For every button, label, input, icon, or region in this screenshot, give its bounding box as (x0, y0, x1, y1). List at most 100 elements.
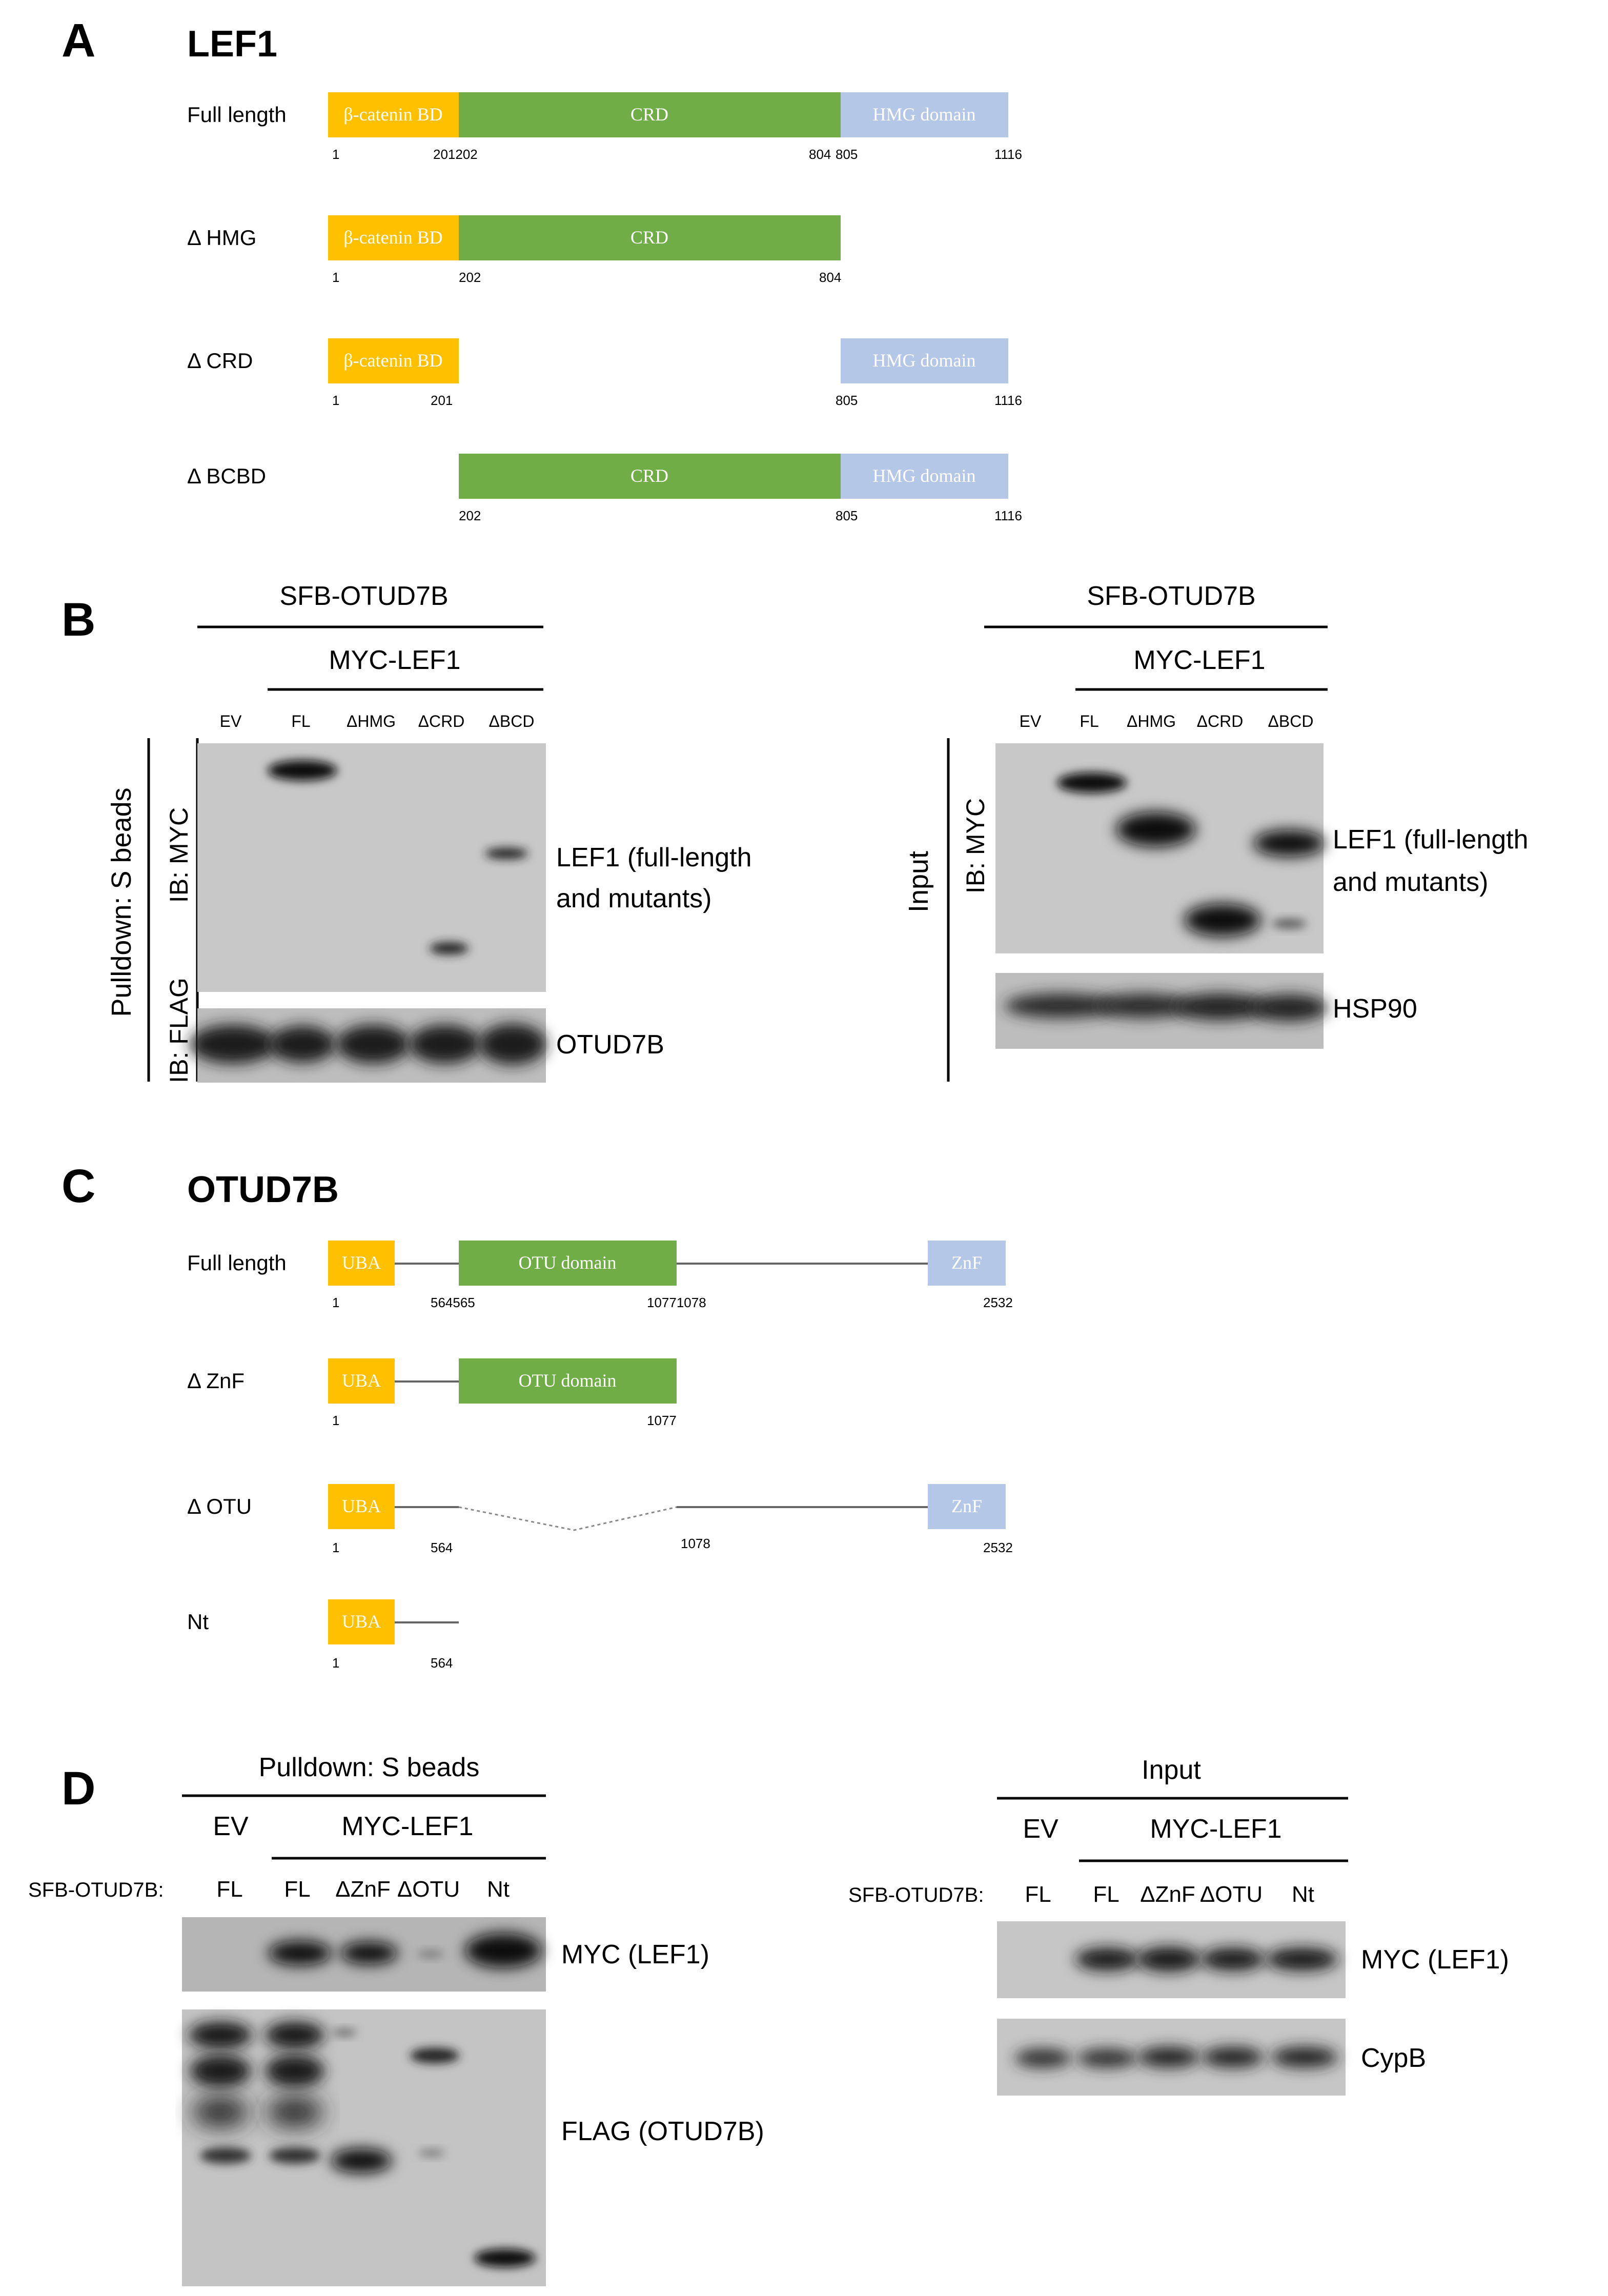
bcbd-domain (328, 338, 459, 383)
domain-label-uba: UBA (342, 1252, 381, 1273)
band (1184, 904, 1261, 937)
hmg-domain (841, 338, 1008, 383)
position-tick: 1 (332, 1655, 339, 1671)
position-tick: 10771078 (647, 1295, 706, 1310)
side-label-pulldown: Pulldown: S beads (106, 787, 137, 1017)
otud7b-construct-full-length: Full length UBA OTU domain ZnF 1 564565 … (187, 1241, 1013, 1310)
band (1271, 2047, 1338, 2067)
hmg-domain (841, 454, 1008, 499)
lane-label: FL (291, 712, 310, 730)
blot-flag-otud7b (182, 2009, 546, 2286)
band (1097, 993, 1189, 1018)
band-label-lef1: and mutants) (1333, 867, 1489, 897)
band (1005, 993, 1117, 1018)
uba-domain (328, 1484, 395, 1529)
band (265, 2055, 324, 2087)
domain-label-znf: ZnF (951, 1496, 982, 1516)
otu-domain (459, 1358, 677, 1404)
lane-label: ΔCRD (1197, 712, 1244, 730)
lef1-construct-full-length: Full length β-catenin BD CRD HMG domain … (187, 92, 1022, 162)
panel-a-letter: A (62, 14, 95, 67)
position-tick: 1078 (681, 1536, 710, 1551)
position-tick: 804 (809, 147, 831, 162)
crd-domain (459, 215, 841, 260)
band (190, 1025, 277, 1064)
header-sfb-otud7b: SFB-OTUD7B (1087, 581, 1255, 611)
band (340, 1942, 398, 1964)
position-tick: 2532 (983, 1540, 1013, 1555)
band-label-lef1: LEF1 (full-length (556, 843, 752, 872)
crd-domain (459, 454, 841, 499)
position-tick: 1116 (994, 508, 1022, 523)
band (418, 2149, 445, 2157)
znf-domain (928, 1484, 1006, 1529)
header-sfb-otud7b: SFB-OTUD7B (279, 581, 448, 611)
band-label-myc-lef1: MYC (LEF1) (561, 1940, 709, 1969)
band (474, 2249, 536, 2267)
band (1077, 2049, 1137, 2067)
band (479, 1024, 546, 1065)
band (1015, 2049, 1071, 2067)
domain-label-uba: UBA (342, 1370, 381, 1391)
side-label-input: Input (903, 851, 934, 912)
lane-label: FL (216, 1877, 242, 1902)
position-tick: 1 (332, 1295, 339, 1310)
construct-label: Δ CRD (187, 349, 253, 373)
domain-label-hmg: HMG domain (873, 465, 976, 486)
domain-label-bcbd: β-catenin BD (343, 350, 442, 371)
ev-label: EV (1023, 1814, 1059, 1844)
band (1251, 994, 1328, 1021)
panel-c-letter: C (62, 1160, 95, 1212)
domain-label-otu: OTU domain (519, 1252, 617, 1273)
lane-label: Nt (1292, 1882, 1314, 1907)
panel-d-pulldown-blot: Pulldown: S beads EV MYC-LEF1 SFB-OTUD7B… (28, 1753, 764, 2286)
panel-b-input-blot: SFB-OTUD7B MYC-LEF1 EV FL ΔHMG ΔCRD ΔBCD… (903, 581, 1529, 1082)
domain-label-crd: CRD (630, 465, 668, 486)
lane-label: ΔBCD (489, 712, 535, 730)
lane-label: FL (284, 1877, 310, 1902)
band-label-flag-otud7b: FLAG (OTUD7B) (561, 2117, 764, 2146)
position-tick: 564565 (431, 1295, 475, 1310)
header-myc-lef1: MYC-LEF1 (1150, 1814, 1281, 1844)
lane-label: ΔOTU (397, 1877, 460, 1902)
lane-label: ΔHMG (347, 712, 396, 730)
band (189, 2022, 252, 2048)
band (410, 2048, 459, 2063)
side-label-ib-myc: IB: MYC (961, 798, 990, 893)
header-myc-lef1: MYC-LEF1 (1133, 645, 1265, 675)
otud7b-construct-delta-znf: Δ ZnF UBA OTU domain 1 1077 (187, 1358, 677, 1428)
lef1-construct-delta-crd: Δ CRD β-catenin BD HMG domain 1 201 805 … (187, 338, 1022, 408)
construct-label: Δ ZnF (187, 1369, 245, 1393)
band (417, 1950, 444, 1958)
bcbd-domain (328, 215, 459, 260)
panel-a-title: LEF1 (187, 24, 277, 65)
position-tick: 1 (332, 270, 339, 285)
band (409, 1025, 481, 1064)
position-tick: 202 (459, 508, 481, 523)
uba-domain (328, 1599, 395, 1644)
band (485, 848, 528, 859)
bcbd-domain (328, 92, 459, 137)
band-label-hsp90: HSP90 (1333, 994, 1417, 1024)
position-tick: 201202 (433, 147, 478, 162)
band (268, 760, 337, 781)
position-tick: 564 (431, 1655, 453, 1671)
position-tick: 804 (819, 270, 841, 285)
band (465, 1933, 542, 1968)
position-tick: 1 (332, 147, 339, 162)
position-tick: 202 (459, 270, 481, 285)
domain-label-bcbd: β-catenin BD (343, 104, 442, 125)
domain-label-hmg: HMG domain (873, 104, 976, 125)
row-label-sfb-otud7b: SFB-OTUD7B: (848, 1884, 984, 1906)
panel-b-pulldown-blot: SFB-OTUD7B MYC-LEF1 EV FL ΔHMG ΔCRD ΔBCD… (106, 581, 752, 1083)
panel-c: C OTUD7B Full length UBA OTU domain ZnF … (62, 1160, 1013, 1671)
lane-label: ΔCRD (418, 712, 465, 730)
band (1138, 2047, 1199, 2067)
side-label-ib-myc: IB: MYC (165, 807, 193, 903)
domain-label-uba: UBA (342, 1611, 381, 1632)
band-label-otud7b: OTUD7B (556, 1030, 664, 1060)
uba-domain (328, 1358, 395, 1404)
band (1137, 1947, 1200, 1972)
band (336, 1025, 410, 1064)
